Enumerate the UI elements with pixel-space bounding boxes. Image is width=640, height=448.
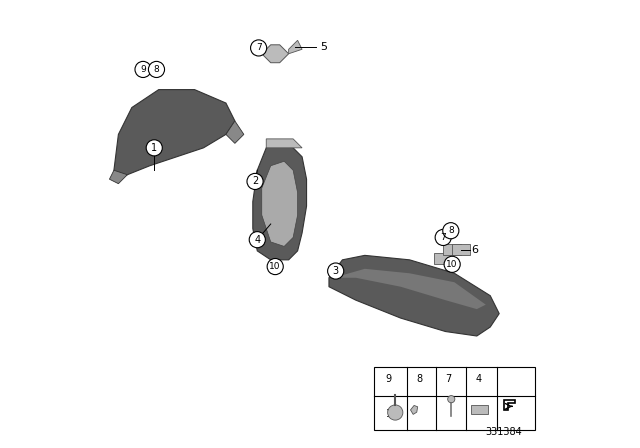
Circle shape — [247, 173, 263, 190]
Text: 8: 8 — [417, 374, 422, 383]
Polygon shape — [262, 45, 289, 63]
Circle shape — [444, 256, 460, 272]
Circle shape — [435, 229, 451, 246]
Circle shape — [146, 140, 163, 156]
Text: 6: 6 — [472, 245, 479, 255]
Circle shape — [148, 61, 164, 78]
Text: 3: 3 — [333, 266, 339, 276]
Polygon shape — [329, 255, 499, 336]
Polygon shape — [443, 244, 461, 255]
Polygon shape — [253, 143, 307, 260]
Polygon shape — [435, 253, 452, 264]
Text: 9: 9 — [386, 374, 392, 383]
Polygon shape — [114, 90, 235, 179]
Polygon shape — [262, 161, 298, 246]
Circle shape — [267, 258, 284, 275]
Polygon shape — [452, 244, 470, 255]
Text: 10: 10 — [447, 260, 458, 269]
Text: 2: 2 — [252, 177, 258, 186]
Text: 9: 9 — [140, 65, 146, 74]
Text: 5: 5 — [320, 42, 327, 52]
Text: 8: 8 — [448, 226, 454, 235]
Text: 10: 10 — [269, 262, 281, 271]
Polygon shape — [253, 45, 262, 54]
Text: 1: 1 — [151, 143, 157, 153]
Text: 10: 10 — [386, 409, 398, 419]
Circle shape — [249, 232, 266, 248]
Text: 8: 8 — [154, 65, 159, 74]
Bar — [472, 405, 488, 414]
Circle shape — [443, 223, 459, 239]
Polygon shape — [266, 139, 302, 148]
Bar — [374, 367, 535, 430]
Polygon shape — [226, 121, 244, 143]
Text: 4: 4 — [254, 235, 260, 245]
Polygon shape — [504, 400, 515, 410]
Polygon shape — [289, 40, 302, 54]
Circle shape — [388, 405, 403, 420]
Text: 7: 7 — [445, 374, 452, 383]
Polygon shape — [333, 269, 486, 309]
Circle shape — [328, 263, 344, 279]
Text: 7: 7 — [256, 43, 262, 52]
Polygon shape — [410, 405, 418, 414]
Text: 331384: 331384 — [485, 427, 522, 437]
Circle shape — [251, 40, 267, 56]
Polygon shape — [109, 170, 127, 184]
Circle shape — [135, 61, 151, 78]
Circle shape — [448, 396, 455, 403]
Text: 7: 7 — [440, 233, 446, 242]
Text: 4: 4 — [476, 374, 481, 383]
